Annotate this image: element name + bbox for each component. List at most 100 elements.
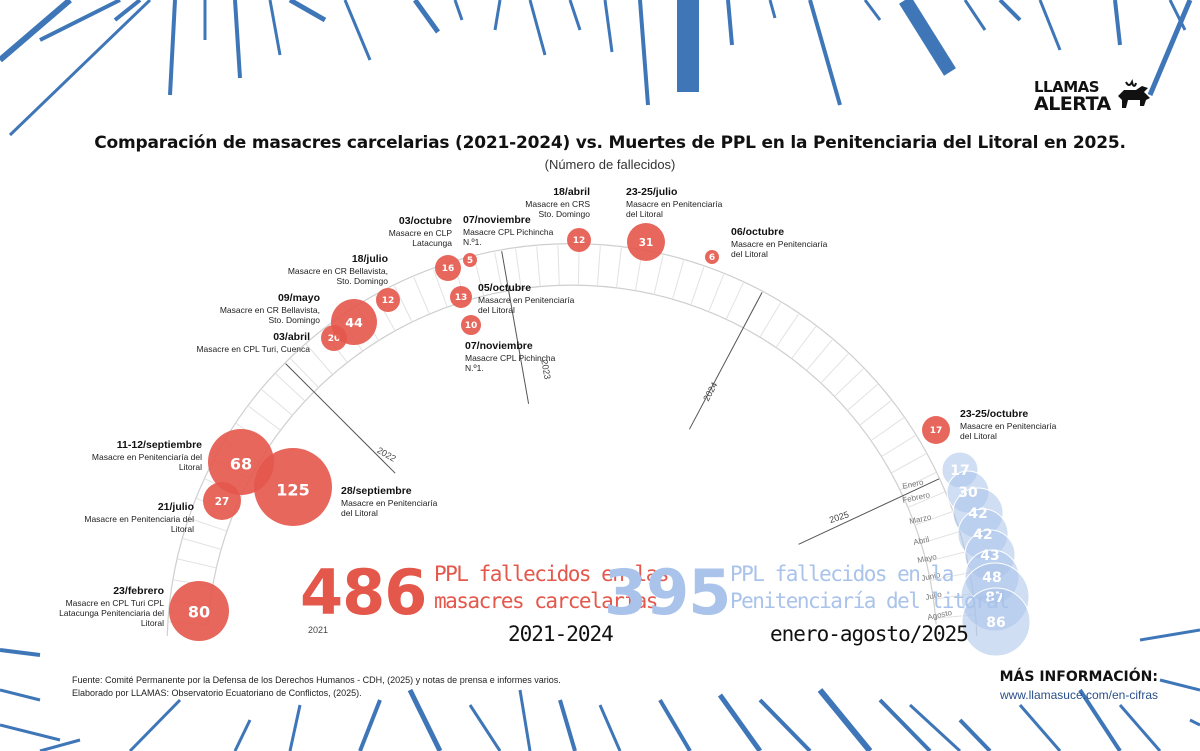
blue-bubble-value-4: 43 [980,548,999,564]
blue-bubble-value-3: 42 [973,527,992,543]
arc-tick [725,282,744,320]
arc-tick [177,558,217,569]
red-bubble-value-2: 125 [276,481,309,500]
total-left-number: 486 [300,556,427,629]
total-left-line2: masacres carcelarias [434,589,658,613]
red-bubble-value-9: 5 [467,256,473,266]
ray-53 [1159,678,1200,692]
arc-tick [557,245,560,286]
bull-icon [1118,78,1150,108]
blue-bubble-value-5: 48 [982,570,1001,586]
arc-tick [188,517,228,532]
logo-line1: LLAMAS [1034,78,1100,96]
year-separator-2022 [285,363,396,474]
year-label-2021: 2021 [308,625,328,635]
arc-tick [834,368,864,397]
ray-28 [1168,0,1187,31]
year-label-2025: 2025 [828,509,850,525]
ray-12 [493,0,502,31]
blue-bubble-7 [961,587,1031,657]
ray-30 [0,688,41,702]
ray-44 [758,698,812,751]
ray-52 [1139,628,1200,642]
red-bubble-0 [169,581,229,641]
month-label-febrero: Febrero [902,490,932,505]
ray-10 [412,0,441,34]
event-label-2021-sep28: 28/septiembre Masacre en Penitenciaría d… [341,485,438,518]
red-bubble-value-8: 13 [455,293,468,303]
arc-tick [775,313,799,348]
chart-title: Comparación de masacres carcelarias (202… [94,133,1126,153]
year-label-2023: 2023 [539,359,552,380]
event-bubbles: 80 27 125 68 20 44 12 16 13 5 10 12 31 6 17 17 30 42 42 43 4… [169,223,1031,657]
arc-tick [820,353,849,384]
red-bubble-value-4: 20 [328,334,341,344]
ray-3 [113,0,142,22]
ray-16 [638,0,650,106]
event-label-2022-apr: 03/abril Masacre en CPL Turi, Cuenca [196,331,310,354]
ray-34 [233,719,252,751]
red-bubble-value-3: 68 [230,454,252,473]
year-separator-2024 [688,292,763,430]
blue-bubble-value-6: 87 [985,590,1004,606]
year-label-2024: 2024 [701,380,719,402]
ray-6 [233,0,242,79]
event-label-2022-jul: 18/julio Masacre en CR Bellavista, Sto. … [287,253,388,286]
event-label-2021-jul: 21/julio Masacre en Penitenciaria del Li… [84,501,194,534]
ray-47 [908,703,962,751]
event-label-2022-oct03: 03/octubre Masacre en CLP Latacunga [388,215,452,248]
red-bubble-value-7: 16 [442,264,455,274]
more-info-title: MÁS INFORMACIÓN: [999,669,1158,685]
blue-bubble-value-0: 17 [950,463,969,479]
more-info-link[interactable]: www.llamasuce.com/en-cifras [999,688,1158,702]
chart-subtitle: (Número de fallecidos) [544,157,676,172]
red-bubble-value-11: 12 [573,236,586,246]
blue-bubble-value-2: 42 [968,506,987,522]
ray-40 [558,699,577,751]
arc-tick [182,537,222,550]
red-bubble-7 [435,255,461,281]
ray-38 [468,704,502,751]
ray-19 [768,0,777,19]
ray-4 [168,0,177,96]
arc-tick [806,339,833,371]
arc-tick [926,551,966,563]
red-bubble-value-5: 44 [345,315,363,330]
event-label-2021-sep11: 11-12/septiembre Masacre en Penitenciarí… [91,439,202,472]
red-bubble-value-12: 31 [639,237,654,249]
ray-20 [808,0,842,106]
source-note: Fuente: Comité Permanente por la Defensa… [72,674,561,700]
arc-tick [791,326,817,359]
blue-bubble-value-7: 86 [986,615,1005,631]
ray-8 [288,0,327,23]
red-bubble-value-14: 17 [930,426,943,436]
arc-tick [494,252,503,292]
arc-tick [870,417,905,442]
total-right-number: 395 [604,556,731,629]
month-label-junio: Junio [921,570,942,583]
year-separator-2023 [501,251,530,404]
red-bubble-12 [627,223,665,261]
ray-9 [343,0,372,61]
arc-tick [672,260,685,300]
total-left-line1: PPL fallecidos en las [434,562,670,586]
arc-tick [690,266,705,306]
ray-50 [1078,688,1122,751]
red-bubble-13 [705,250,719,264]
ray-51 [1118,704,1162,751]
ray-14 [568,0,582,31]
arc-tick [413,277,430,315]
event-label-2023-jul: 23-25/julio Masacre en Penitenciaría del… [626,186,723,219]
arc-tick [248,405,281,431]
arc-tick [290,358,319,388]
total-right-line1: PPL fallecidos en la [730,562,954,586]
red-bubble-8 [450,286,472,308]
month-label-julio: Julio [925,590,944,602]
arc-tick [914,511,953,526]
event-label-2022-nov07-top: 07/noviembre Masacre CPL Pichincha N.º1. [463,214,554,247]
month-label-mayo: Mayo [917,552,939,565]
year-separator-2025 [798,478,940,545]
red-bubble-11 [567,228,591,252]
arc-tick [653,255,664,295]
